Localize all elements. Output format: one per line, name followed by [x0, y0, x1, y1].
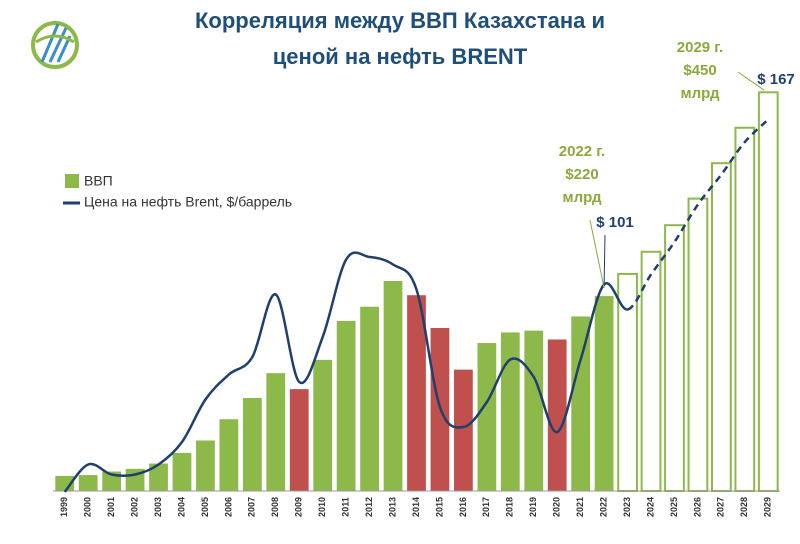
x-tick-label: 2004: [176, 497, 186, 517]
annotation: млрд: [681, 85, 720, 102]
x-tick-label: 2000: [83, 497, 93, 517]
bar: [383, 281, 403, 491]
x-tick-label: 2024: [645, 497, 655, 517]
x-tick-label: 1999: [59, 497, 69, 517]
x-tick-label: 2019: [528, 497, 538, 517]
x-tick-label: 2002: [129, 497, 139, 517]
bar: [547, 339, 567, 491]
x-tick-label: 2009: [294, 497, 304, 517]
bar: [477, 343, 497, 491]
legend-label: ВВП: [84, 173, 113, 189]
x-tick-label: 2015: [434, 497, 444, 517]
chart-title: ценой на нефть BRENT: [273, 44, 528, 69]
bar: [266, 373, 286, 491]
bar: [500, 332, 520, 491]
x-tick-label: 2013: [387, 497, 397, 517]
annotation: $220: [565, 166, 598, 183]
annotation: 2022 г.: [559, 143, 605, 160]
x-tick-label: 2025: [669, 497, 679, 517]
x-tick-label: 2026: [692, 497, 702, 517]
bar: [524, 330, 544, 491]
bar: [571, 316, 591, 491]
annotation: $450: [683, 62, 716, 79]
x-tick-label: 2005: [200, 497, 210, 517]
x-tick-label: 2020: [552, 497, 562, 517]
chart-title: Корреляция между ВВП Казахстана и: [195, 8, 605, 33]
legend-label: Цена на нефть Brent, $/баррель: [84, 194, 292, 210]
x-tick-label: 2007: [247, 497, 257, 517]
x-tick-label: 2028: [739, 497, 749, 517]
x-tick-label: 2016: [458, 497, 468, 517]
x-tick-label: 2018: [505, 497, 515, 517]
bar: [734, 126, 756, 493]
bar: [617, 272, 638, 492]
bar: [407, 295, 426, 491]
annotation: млрд: [563, 189, 602, 206]
bar: [336, 320, 356, 491]
annotation-pointer: [603, 234, 606, 285]
annotation: $ 167: [757, 71, 795, 88]
annotation-pointer: [589, 219, 605, 289]
bar: [219, 419, 239, 491]
bar: [149, 463, 168, 491]
legend-swatch: [65, 174, 79, 188]
annotation: $ 101: [596, 214, 634, 231]
bar: [242, 397, 262, 491]
x-tick-label: 2029: [763, 497, 773, 517]
x-tick-label: 2006: [223, 497, 233, 517]
x-tick-label: 2014: [411, 497, 421, 517]
bar: [172, 452, 192, 491]
x-tick-label: 2021: [575, 497, 585, 517]
x-tick-label: 2011: [341, 497, 351, 517]
logo: [31, 21, 79, 69]
annotation: 2029 г.: [677, 39, 723, 56]
bar: [196, 440, 215, 491]
bar: [757, 91, 779, 493]
oil-line: [627, 118, 770, 311]
bar: [687, 197, 709, 492]
bar: [360, 306, 379, 491]
x-tick-label: 2001: [106, 497, 116, 517]
bar: [313, 359, 333, 491]
x-tick-label: 2022: [598, 497, 608, 517]
bar: [594, 296, 614, 491]
x-tick-label: 2010: [317, 497, 327, 517]
x-tick-label: 2008: [270, 497, 280, 517]
x-tick-label: 2003: [153, 497, 163, 517]
x-tick-label: 2023: [622, 497, 632, 517]
bar: [454, 369, 473, 491]
x-tick-label: 2017: [481, 497, 491, 517]
bar: [78, 475, 98, 491]
x-tick-label: 2027: [716, 497, 726, 517]
annotation-pointer: [737, 71, 765, 91]
bar: [664, 224, 685, 492]
x-tick-label: 2012: [364, 497, 374, 517]
bar: [710, 162, 732, 492]
bar: [289, 389, 309, 491]
oil-line: [63, 251, 628, 493]
